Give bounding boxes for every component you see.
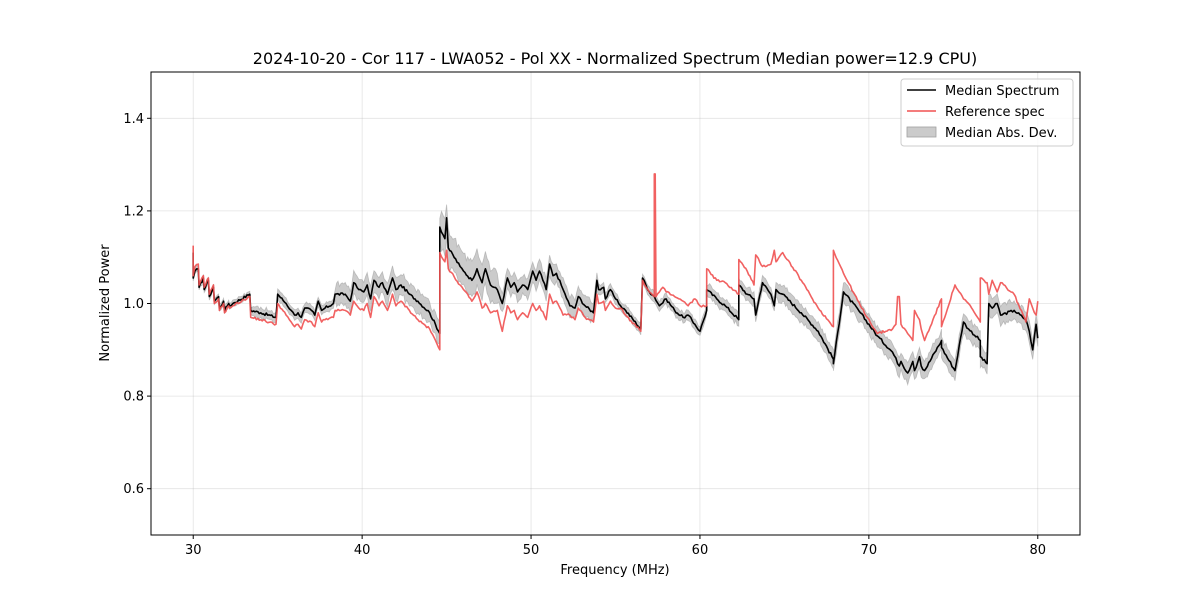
x-axis-label: Frequency (MHz) <box>560 563 669 578</box>
legend-mad-label: Median Abs. Dev. <box>945 126 1057 141</box>
x-tick-label: 50 <box>523 543 540 558</box>
legend-frame <box>900 78 1074 147</box>
y-axis-label: Normalized Power <box>98 244 113 362</box>
median-spectrum-line <box>192 217 1039 374</box>
chart-title: 2024-10-20 - Cor 117 - LWA052 - Pol XX -… <box>253 49 977 68</box>
y-tick-label: 1.2 <box>123 204 144 219</box>
y-tick-label: 0.8 <box>123 390 144 405</box>
plot-area <box>192 173 1039 387</box>
x-tick-label: 60 <box>692 543 709 558</box>
legend: Median Spectrum Reference spec Median Ab… <box>900 78 1074 147</box>
x-tick-label: 40 <box>354 543 371 558</box>
y-axis: 0.6 0.8 1.0 1.2 1.4 <box>123 112 151 497</box>
x-tick-label: 80 <box>1029 543 1046 558</box>
x-axis: 30 40 50 60 70 80 <box>185 535 1046 558</box>
y-tick-label: 1.4 <box>123 112 144 127</box>
legend-mad-swatch <box>906 126 937 138</box>
y-tick-label: 0.6 <box>123 482 144 497</box>
reference-spec-line <box>192 173 1039 351</box>
x-tick-label: 70 <box>861 543 878 558</box>
legend-median-label: Median Spectrum <box>945 84 1059 99</box>
y-tick-label: 1.0 <box>123 297 144 312</box>
x-tick-label: 30 <box>185 543 202 558</box>
legend-reference-label: Reference spec <box>945 105 1045 120</box>
mad-band <box>192 204 1039 387</box>
